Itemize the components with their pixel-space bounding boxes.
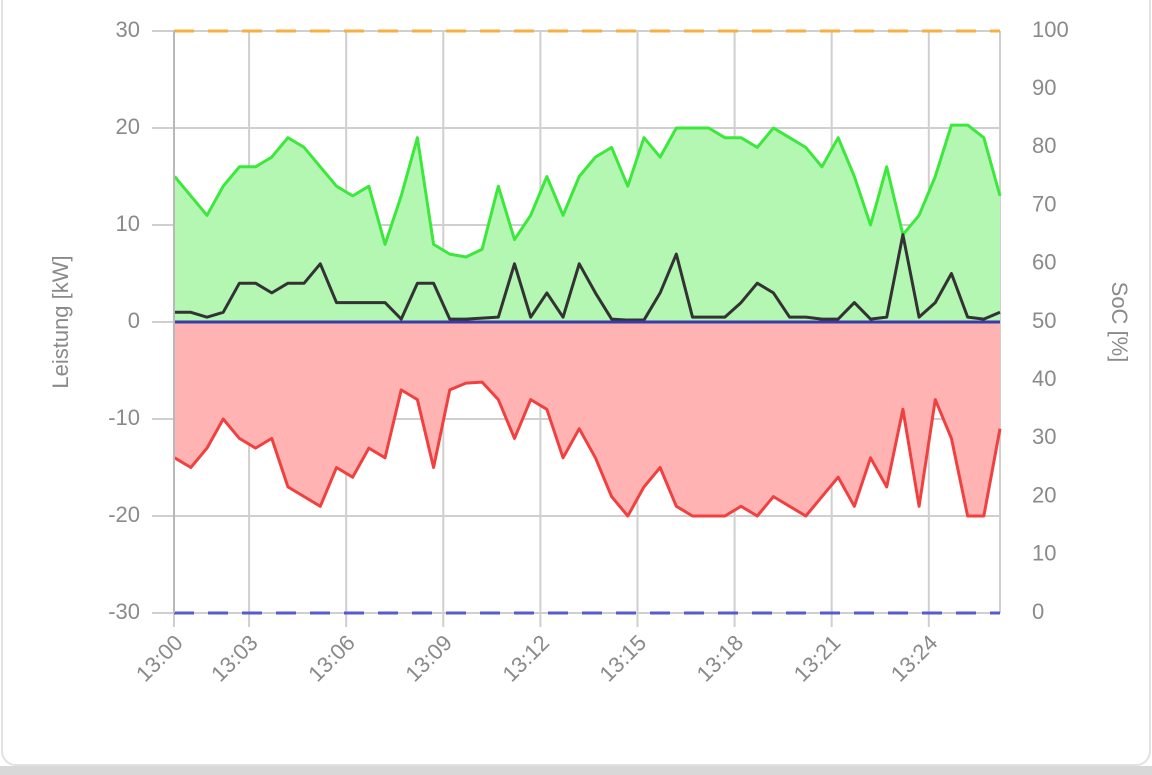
- y-tick-label: 20: [116, 114, 140, 139]
- y-tick-label: -30: [108, 599, 140, 624]
- y2-tick-label: 0: [1032, 599, 1044, 624]
- y2-tick-label: 30: [1032, 424, 1056, 449]
- y-tick-label: -10: [108, 405, 140, 430]
- y2-tick-label: 100: [1032, 17, 1069, 42]
- y2-tick-label: 50: [1032, 308, 1056, 333]
- series-line: [173, 123, 1002, 259]
- bottom-bar: [0, 766, 1152, 775]
- y-tick-label: 10: [116, 211, 140, 236]
- y-tick-label: 30: [116, 17, 140, 42]
- series-line: [174, 233, 1001, 322]
- y2-tick-label: 10: [1032, 541, 1056, 566]
- y-tick-label: -20: [108, 502, 140, 527]
- series-line: [173, 380, 1002, 518]
- y2-tick-label: 40: [1032, 366, 1056, 391]
- y2-tick-label: 70: [1032, 191, 1056, 216]
- y2-tick-label: 90: [1032, 75, 1056, 100]
- y2-tick-label: 80: [1032, 133, 1056, 158]
- y-axis-title: Leistung [kW]: [48, 255, 73, 388]
- area-fill: [174, 125, 1000, 322]
- area-fill: [174, 322, 1000, 516]
- y-tick-label: 0: [128, 308, 140, 333]
- y2-tick-label: 60: [1032, 250, 1056, 275]
- y2-axis-title: SoC [%]: [1107, 282, 1132, 363]
- y2-tick-label: 20: [1032, 482, 1056, 507]
